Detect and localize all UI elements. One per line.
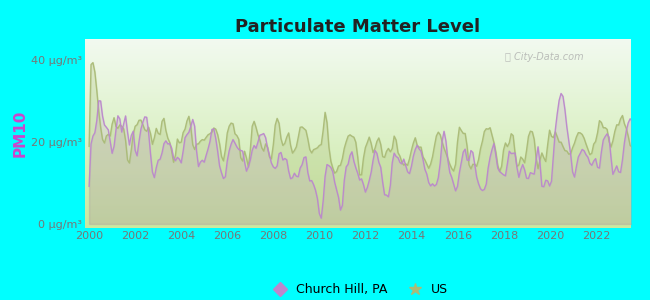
Legend: Church Hill, PA, US: Church Hill, PA, US [262,278,453,300]
Y-axis label: PM10: PM10 [13,110,28,157]
Text: ⓘ City-Data.com: ⓘ City-Data.com [505,52,584,62]
Title: Particulate Matter Level: Particulate Matter Level [235,18,480,36]
